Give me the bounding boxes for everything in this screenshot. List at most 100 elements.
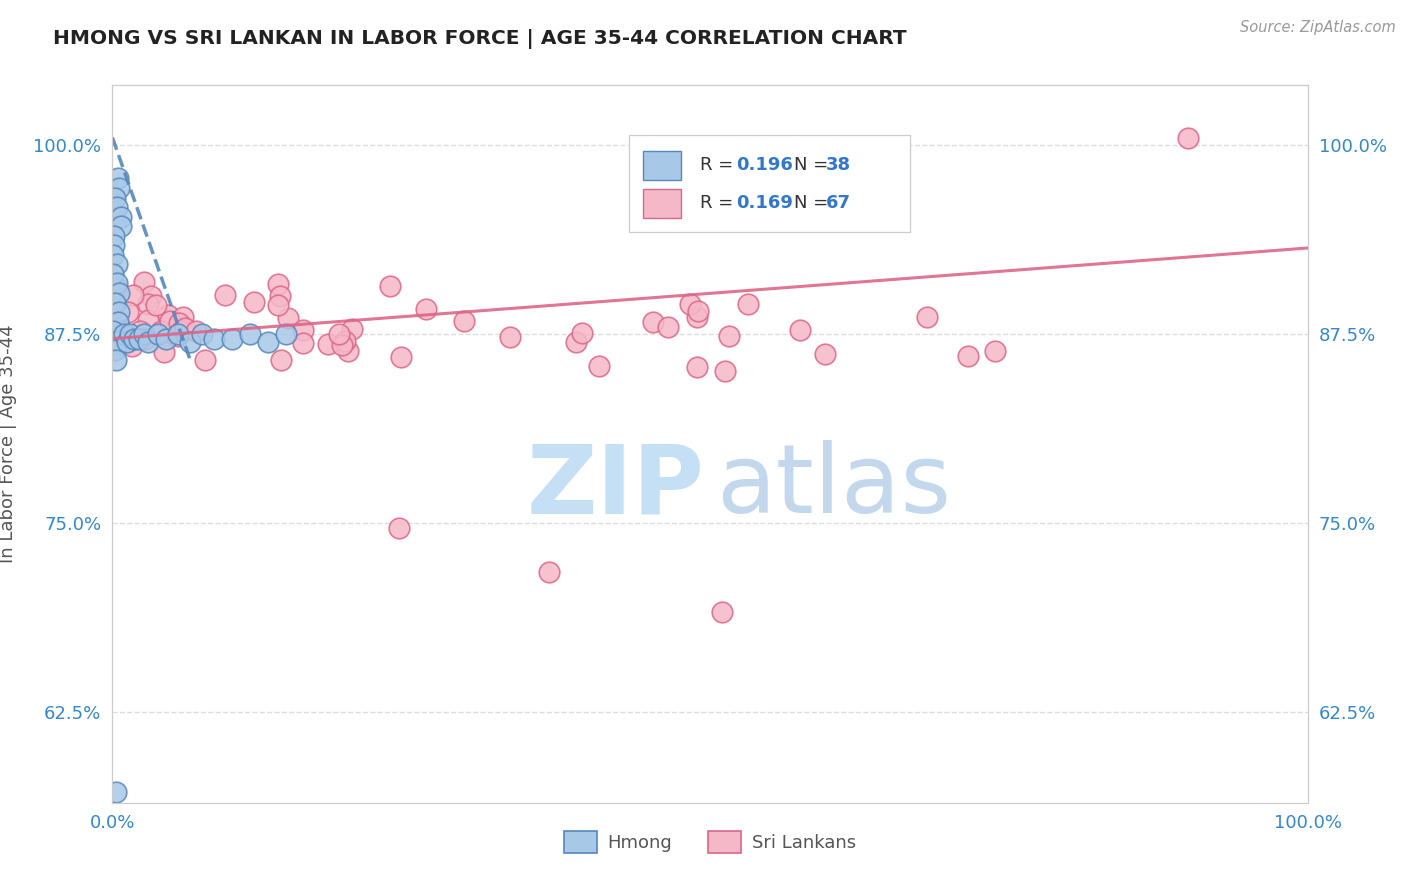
Point bbox=[134, 332, 156, 346]
Text: R =: R = bbox=[700, 194, 740, 212]
Point bbox=[104, 343, 127, 358]
Point bbox=[292, 335, 315, 350]
Point bbox=[686, 360, 709, 375]
Point bbox=[342, 322, 364, 336]
Point bbox=[330, 337, 353, 351]
Point bbox=[108, 181, 131, 195]
Point bbox=[150, 324, 173, 338]
Point bbox=[537, 565, 560, 579]
Point bbox=[657, 320, 679, 334]
Point bbox=[571, 326, 593, 341]
Point bbox=[186, 324, 208, 338]
FancyBboxPatch shape bbox=[643, 189, 682, 218]
Point bbox=[159, 314, 181, 328]
Point bbox=[173, 321, 195, 335]
Point bbox=[499, 330, 522, 344]
Point bbox=[711, 605, 734, 619]
Point bbox=[115, 334, 138, 349]
Point bbox=[114, 327, 135, 342]
Text: HMONG VS SRI LANKAN IN LABOR FORCE | AGE 35-44 CORRELATION CHART: HMONG VS SRI LANKAN IN LABOR FORCE | AGE… bbox=[53, 29, 907, 48]
Point bbox=[120, 327, 142, 342]
FancyBboxPatch shape bbox=[643, 151, 682, 179]
Point bbox=[117, 305, 139, 319]
Point bbox=[132, 327, 155, 342]
Point bbox=[110, 210, 132, 224]
Point bbox=[105, 200, 128, 214]
Point bbox=[157, 308, 180, 322]
Text: R =: R = bbox=[700, 156, 740, 174]
Text: atlas: atlas bbox=[716, 441, 950, 533]
Point bbox=[388, 521, 411, 535]
Point bbox=[688, 304, 710, 318]
Text: ZIP: ZIP bbox=[526, 441, 704, 533]
Point bbox=[122, 287, 145, 301]
Point bbox=[718, 329, 741, 343]
Point bbox=[737, 296, 759, 310]
Point bbox=[105, 352, 128, 367]
Y-axis label: In Labor Force | Age 35-44: In Labor Force | Age 35-44 bbox=[0, 325, 17, 563]
Point bbox=[257, 334, 280, 349]
Point bbox=[101, 324, 124, 338]
Text: 38: 38 bbox=[825, 156, 851, 174]
Point bbox=[316, 337, 339, 351]
Point bbox=[107, 336, 129, 351]
Point bbox=[789, 323, 811, 337]
Point bbox=[155, 332, 177, 346]
Text: N =: N = bbox=[794, 156, 834, 174]
Point bbox=[686, 310, 709, 325]
Point bbox=[291, 323, 314, 337]
Point bbox=[643, 315, 665, 329]
Point bbox=[105, 257, 128, 271]
Point bbox=[172, 310, 194, 324]
Point bbox=[138, 334, 160, 349]
Point bbox=[239, 327, 262, 342]
Point bbox=[814, 347, 837, 361]
Point bbox=[336, 343, 359, 358]
Point bbox=[565, 335, 588, 350]
Point bbox=[243, 294, 266, 309]
Point bbox=[415, 301, 437, 316]
Point bbox=[138, 296, 160, 310]
Point bbox=[270, 353, 292, 368]
Point bbox=[167, 316, 190, 330]
Point bbox=[277, 311, 299, 326]
Point bbox=[328, 327, 350, 342]
Point bbox=[267, 277, 290, 292]
Point bbox=[679, 297, 702, 311]
Text: 67: 67 bbox=[825, 194, 851, 212]
Point bbox=[104, 295, 127, 310]
Point bbox=[917, 310, 939, 324]
Point bbox=[378, 279, 401, 293]
Point bbox=[1177, 130, 1199, 145]
Text: Source: ZipAtlas.com: Source: ZipAtlas.com bbox=[1240, 20, 1396, 35]
FancyBboxPatch shape bbox=[628, 135, 910, 232]
Point bbox=[221, 332, 243, 346]
Point bbox=[167, 327, 190, 342]
Point bbox=[202, 332, 225, 346]
Point bbox=[714, 364, 737, 378]
Point bbox=[132, 275, 155, 289]
Point bbox=[145, 298, 167, 312]
Point bbox=[107, 315, 129, 329]
Point bbox=[108, 305, 131, 319]
Point bbox=[169, 324, 191, 338]
Point bbox=[103, 238, 125, 252]
Point bbox=[103, 228, 125, 243]
Point bbox=[101, 248, 124, 262]
Point bbox=[103, 326, 125, 340]
Point bbox=[101, 267, 124, 281]
Point bbox=[121, 339, 143, 353]
Point bbox=[269, 288, 291, 302]
Point bbox=[128, 324, 150, 338]
Point bbox=[105, 785, 128, 799]
Text: 0.169: 0.169 bbox=[737, 194, 793, 212]
Point bbox=[194, 352, 217, 367]
Point bbox=[699, 145, 721, 160]
Point bbox=[110, 219, 132, 234]
Point bbox=[104, 190, 127, 204]
Point bbox=[107, 286, 129, 301]
Text: N =: N = bbox=[794, 194, 834, 212]
Text: 0.196: 0.196 bbox=[737, 156, 793, 174]
Point bbox=[105, 277, 128, 291]
Point bbox=[267, 298, 290, 312]
